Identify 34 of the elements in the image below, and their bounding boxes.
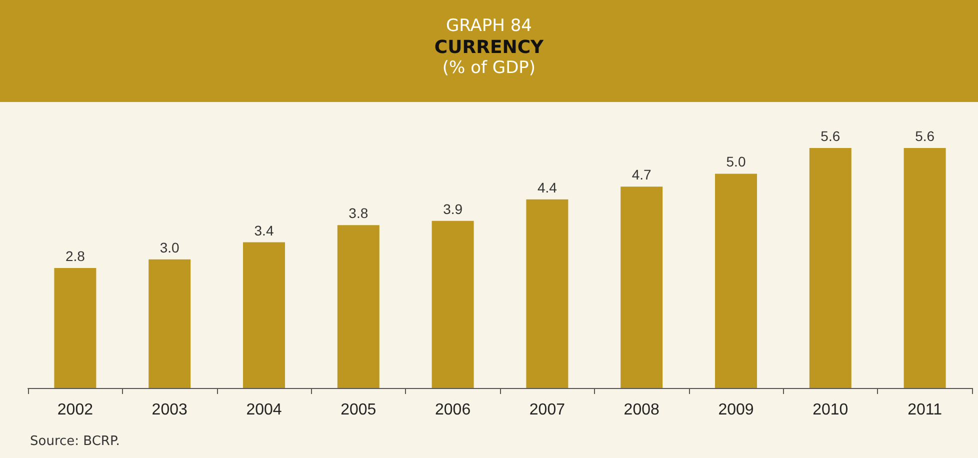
x-tick-label: 2009 xyxy=(718,402,754,418)
bar xyxy=(620,186,663,388)
x-tick-label: 2004 xyxy=(246,402,282,418)
bar xyxy=(432,220,474,388)
x-tick-label: 2010 xyxy=(812,402,848,418)
data-label: 5.0 xyxy=(726,154,746,170)
bar xyxy=(243,242,285,388)
data-label: 2.8 xyxy=(65,248,86,264)
data-label: 5.6 xyxy=(915,128,935,144)
data-label: 3.9 xyxy=(443,200,463,217)
data-label: 3.0 xyxy=(160,239,180,256)
data-label: 3.8 xyxy=(348,205,368,222)
data-label: 4.4 xyxy=(537,179,558,196)
y-axis-title: (% of GDP) xyxy=(441,58,537,79)
chart-subtitle: CURRENCY xyxy=(433,37,545,58)
data-label: 3.4 xyxy=(254,222,274,238)
x-tick-label: 2002 xyxy=(57,402,94,418)
chart-title: GRAPH 84 xyxy=(445,15,533,37)
bar xyxy=(809,148,852,388)
x-tick-label: 2006 xyxy=(435,402,471,418)
bar xyxy=(54,268,96,388)
bar xyxy=(148,259,191,388)
bar xyxy=(337,225,380,388)
data-label: 5.6 xyxy=(820,128,840,144)
x-tick-label: 2011 xyxy=(908,402,942,418)
x-tick-label: 2003 xyxy=(152,402,188,418)
x-tick-label: 2008 xyxy=(624,402,660,418)
x-tick-label: 2007 xyxy=(529,402,566,418)
source-note: Source: BCRP. xyxy=(30,434,120,449)
bar xyxy=(715,174,757,388)
bar xyxy=(904,148,946,388)
bar xyxy=(526,199,568,388)
x-tick-label: 2005 xyxy=(340,402,376,418)
data-label: 4.7 xyxy=(632,166,652,183)
